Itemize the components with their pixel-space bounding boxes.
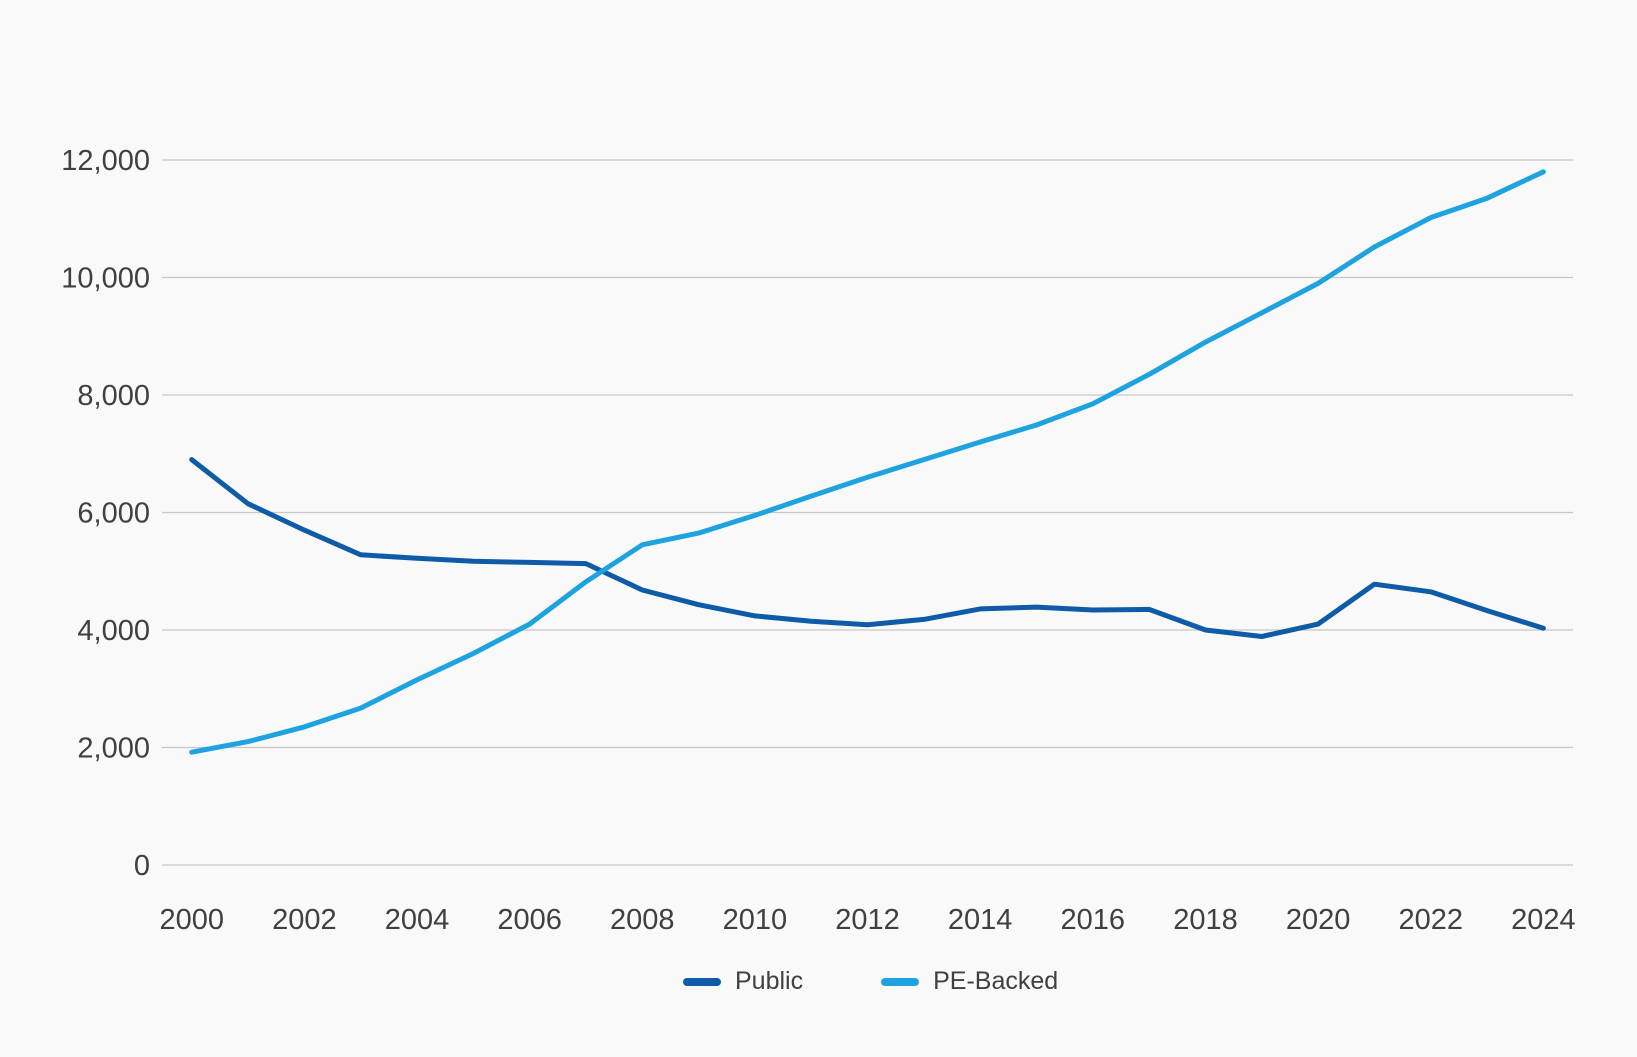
x-axis-tick-label: 2006: [497, 904, 562, 936]
legend-label-pe-backed: PE-Backed: [933, 967, 1059, 995]
x-axis-tick-label: 2024: [1511, 904, 1576, 936]
legend-item-public: Public: [683, 969, 803, 994]
y-axis-tick-label: 10,000: [61, 263, 150, 295]
public-series-swatch: [683, 977, 721, 986]
y-axis-tick-label: 12,000: [61, 145, 150, 177]
x-axis-tick-label: 2018: [1173, 904, 1238, 936]
legend-item-pe-backed: PE-Backed: [881, 969, 1058, 994]
chart-legend: Public PE-Backed: [683, 969, 1058, 994]
pe-backed-series-swatch: [881, 977, 920, 986]
x-axis-tick-label: 2016: [1061, 904, 1126, 936]
x-axis-tick-label: 2014: [948, 904, 1013, 936]
y-axis-tick-label: 0: [134, 850, 150, 882]
y-axis-tick-label: 6,000: [77, 498, 150, 530]
series-line-public: [189, 457, 1546, 639]
series-line-pe-backed: [189, 169, 1546, 755]
x-axis-tick-label: 2010: [723, 904, 788, 936]
x-axis-tick-label: 2008: [610, 904, 675, 936]
x-axis-tick-label: 2004: [385, 904, 450, 936]
x-axis-tick-label: 2012: [835, 904, 900, 936]
y-axis-tick-label: 8,000: [77, 380, 150, 412]
x-axis-tick-label: 2020: [1286, 904, 1351, 936]
x-axis-tick-label: 2000: [159, 904, 224, 936]
x-axis-tick-label: 2022: [1398, 904, 1463, 936]
y-axis-tick-label: 4,000: [77, 615, 150, 647]
y-axis-tick-label: 2,000: [77, 733, 150, 765]
legend-label-public: Public: [735, 967, 804, 995]
x-axis-tick-label: 2002: [272, 904, 337, 936]
